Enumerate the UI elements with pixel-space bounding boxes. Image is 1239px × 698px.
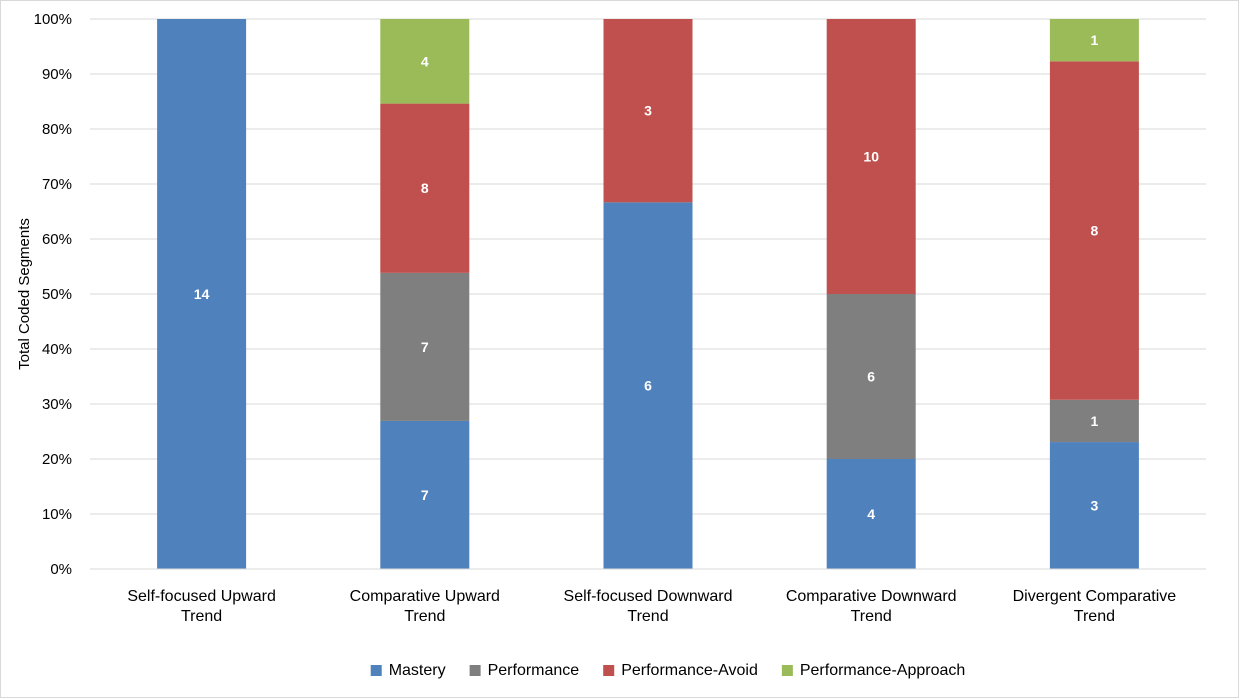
y-tick-label: 70% [42, 176, 72, 193]
data-label: 14 [194, 286, 210, 302]
data-label: 8 [1091, 223, 1099, 239]
bar-segment [1049, 19, 1139, 62]
bar-segment [603, 19, 693, 203]
bar-segment [826, 294, 916, 459]
axes: 0% 10% 20% 30% 40% 50% 60% 70% 80% 90% 100% Self-fo… [34, 11, 1206, 625]
data-label: 1 [1091, 413, 1099, 429]
bar-segment [603, 202, 693, 570]
data-label: 1 [1091, 32, 1099, 48]
bar-segment [380, 420, 470, 569]
y-tick-label: 40% [42, 341, 72, 358]
x-tick-label: Trend [404, 608, 445, 625]
y-tick-label: 60% [42, 231, 72, 248]
legend-swatch [781, 665, 793, 676]
y-tick-label: 20% [42, 451, 72, 468]
legend-swatch [469, 665, 481, 676]
bar-segment [1049, 399, 1139, 443]
bar-segment [157, 19, 247, 569]
legend-label: Mastery [389, 662, 446, 679]
y-tick-label: 50% [42, 286, 72, 303]
data-label: 3 [644, 103, 652, 119]
x-tick-label: Trend [1074, 608, 1115, 625]
legend-label: Performance [488, 662, 580, 679]
y-tick-label: 30% [42, 396, 72, 413]
data-label: 4 [421, 53, 429, 69]
x-tick-label: Divergent Comparative [1013, 588, 1177, 605]
x-tick-label: Trend [181, 608, 222, 625]
y-tick-label: 0% [50, 561, 72, 578]
data-label: 10 [863, 149, 879, 165]
legend-label: Performance-Approach [800, 662, 965, 679]
bar-segment [826, 459, 916, 569]
data-label: 7 [421, 339, 429, 355]
y-tick-label: 80% [42, 121, 72, 138]
legend-label: Performance-Avoid [621, 662, 758, 679]
legend-swatch [603, 665, 615, 676]
bars [157, 19, 1139, 570]
data-label: 3 [1091, 498, 1099, 514]
bar-segment [826, 19, 916, 294]
x-tick-label: Trend [627, 608, 668, 625]
x-tick-label: Comparative Upward [350, 588, 500, 605]
data-label: 8 [421, 180, 429, 196]
data-labels: 14 7 7 8 4 6 3 4 6 10 3 1 8 1 [194, 32, 1099, 522]
x-tick-label: Self-focused Upward [127, 588, 276, 605]
legend-swatch [370, 665, 382, 676]
legend: Mastery Performance Performance-Avoid Perfo… [370, 662, 965, 679]
data-label: 7 [421, 487, 429, 503]
y-tick-label: 100% [34, 11, 72, 28]
y-axis-title: Total Coded Segments [16, 218, 33, 370]
y-tick-label: 90% [42, 66, 72, 83]
bar-segment [380, 19, 470, 104]
x-tick-label: Trend [851, 608, 892, 625]
data-label: 4 [867, 506, 875, 522]
x-tick-label: Comparative Downward [786, 588, 957, 605]
bar-segment [1049, 61, 1139, 400]
x-tick-label: Self-focused Downward [564, 588, 733, 605]
data-label: 6 [644, 378, 652, 394]
bar-segment [380, 272, 470, 421]
data-label: 6 [867, 369, 875, 385]
y-tick-label: 10% [42, 506, 72, 523]
bar-segment [380, 103, 470, 273]
bar-segment [1049, 442, 1139, 569]
